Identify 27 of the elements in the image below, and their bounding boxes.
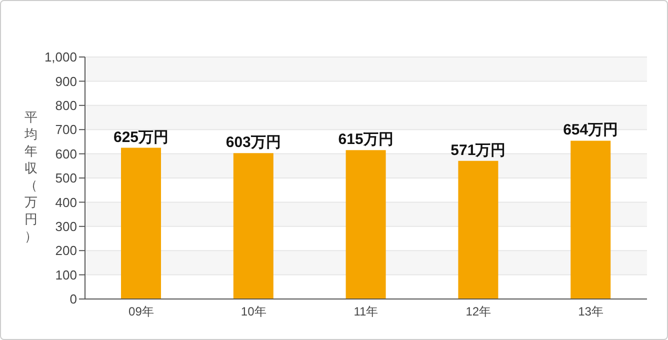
y-axis-title: 平均年収（万円） — [24, 110, 38, 244]
x-tick-label: 11年 — [354, 304, 378, 319]
data-label: 571万円 — [450, 142, 506, 159]
bar — [233, 153, 274, 299]
y-tick-label: 1,000 — [44, 50, 77, 65]
bar — [458, 160, 498, 299]
y-tick-label: 100 — [55, 267, 77, 282]
data-label: 625万円 — [113, 128, 169, 146]
y-tick-label: 500 — [55, 170, 77, 186]
y-tick-label: 0 — [70, 292, 77, 307]
data-label: 603万円 — [226, 134, 281, 152]
x-tick-label: 12年 — [466, 304, 492, 319]
data-label: 654万円 — [563, 122, 618, 139]
x-tick-label: 13年 — [578, 304, 604, 319]
y-tick-label: 300 — [55, 219, 77, 234]
y-tick-label: 200 — [55, 243, 77, 258]
bar — [346, 150, 386, 299]
data-label: 615万円 — [338, 131, 394, 148]
y-tick-label: 700 — [55, 122, 77, 138]
bar — [570, 140, 611, 299]
bar — [121, 148, 161, 299]
y-tick-label: 800 — [55, 98, 77, 114]
y-tick-label: 900 — [55, 74, 77, 89]
x-tick-label: 10年 — [240, 304, 266, 319]
y-tick-label: 400 — [55, 194, 77, 210]
y-tick-label: 600 — [55, 146, 77, 162]
x-tick-label: 09年 — [128, 304, 154, 319]
